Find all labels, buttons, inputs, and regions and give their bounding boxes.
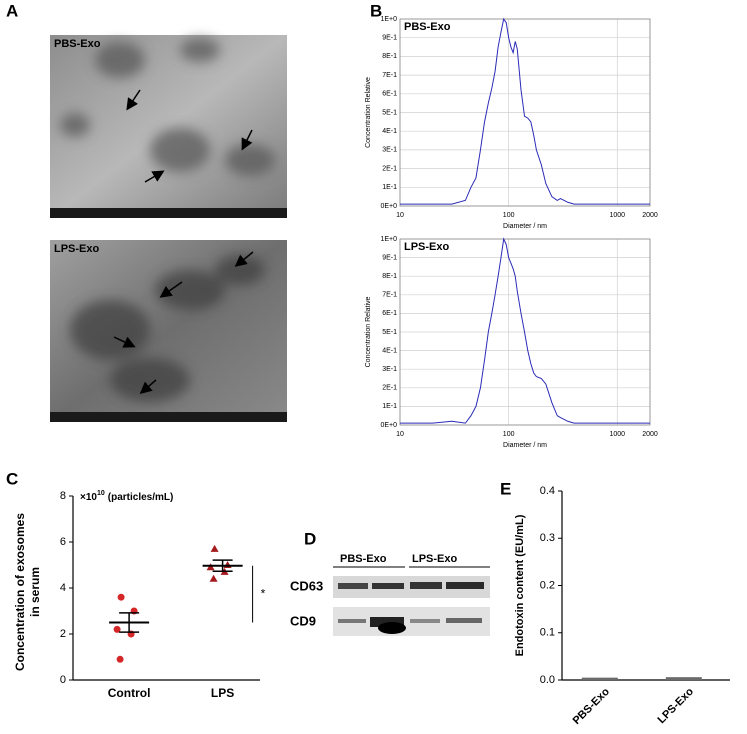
panel-letter: E (500, 479, 511, 498)
chart-label: PBS-Exo (404, 21, 451, 33)
plot-frame (399, 238, 651, 426)
x-tick-label: Control (108, 686, 151, 700)
error-bar (119, 612, 140, 633)
x-tick-label: 100 (503, 212, 515, 219)
y-tick-label: 9E-1 (382, 35, 397, 42)
x-tick-label: 1000 (610, 212, 626, 219)
x-tick-label: LPS (211, 686, 234, 700)
y-axis-label: Concentration Relative (365, 77, 372, 148)
y-tick-label: 8 (60, 490, 66, 502)
y-axis-label: Concentration of exosomes (13, 513, 27, 671)
image-label: LPS-Exo (54, 243, 100, 255)
data-line (400, 17, 650, 205)
y-tick-label: 5E-1 (382, 109, 397, 116)
y-tick-label: 3E-1 (382, 147, 397, 154)
y-tick-label: 6E-1 (382, 91, 397, 98)
y-tick-label: 8E-1 (382, 53, 397, 60)
y-tick-label: 7E-1 (382, 292, 397, 299)
y-tick-label: 4E-1 (382, 128, 397, 135)
blot-group-label: PBS-Exo (340, 553, 387, 565)
y-tick-label: 6 (60, 536, 66, 548)
data-point (210, 544, 219, 552)
data-point (206, 563, 215, 571)
y-tick-label: 0E+0 (380, 203, 397, 210)
data-point (209, 574, 218, 582)
panel-letter: A (6, 1, 18, 20)
significance-label: * (261, 586, 266, 600)
y-tick-label: 8E-1 (382, 273, 397, 280)
y-tick-label: 4 (60, 582, 66, 594)
tem-image: PBS-Exo (50, 35, 287, 218)
data-point (113, 625, 121, 633)
y-axis-label: Concentration Relative (365, 296, 372, 367)
data-point (116, 655, 124, 663)
y-tick-label: 2E-1 (382, 165, 397, 172)
x-tick-label: 2000 (642, 431, 658, 438)
y-tick-label: 0.3 (540, 532, 555, 544)
y-axis-label: in serum (28, 567, 42, 617)
y-tick-label: 6E-1 (382, 310, 397, 317)
panel-letter: B (370, 1, 382, 20)
y-tick-label: 3E-1 (382, 366, 397, 373)
unit-exponent: 10 (97, 490, 105, 497)
y-tick-label: 0 (60, 674, 66, 686)
bar (665, 677, 702, 680)
data-point (223, 561, 232, 568)
blot-group-label: LPS-Exo (412, 553, 458, 565)
x-tick-label: 2000 (642, 212, 658, 219)
y-tick-label: 0.1 (540, 627, 555, 639)
panel-letter: C (6, 469, 18, 488)
y-tick-label: 0.2 (540, 579, 555, 591)
x-tick-label: 10 (396, 212, 404, 219)
blot-row-label: CD9 (290, 613, 316, 628)
y-tick-label: 1E+0 (380, 236, 397, 243)
y-tick-label: 4E-1 (382, 347, 397, 354)
data-line (400, 237, 650, 424)
unit-text: (particles/mL) (108, 492, 174, 503)
western-blot: PBS-Exo LPS-Exo CD63 CD9 (290, 553, 490, 636)
unit-label: ×1010 (particles/mL) (80, 490, 173, 503)
plot-frame (399, 18, 651, 207)
x-axis-label: Diameter / nm (503, 223, 547, 230)
y-tick-label: 0.4 (540, 485, 555, 497)
y-tick-label: 9E-1 (382, 254, 397, 261)
y-tick-label: 5E-1 (382, 329, 397, 336)
bar (581, 677, 618, 680)
x-tick-label: 1000 (610, 431, 626, 438)
x-tick-label: PBS-Exo (571, 686, 613, 728)
y-tick-label: 7E-1 (382, 72, 397, 79)
x-tick-label: 100 (503, 431, 515, 438)
data-point (117, 593, 125, 601)
x-tick-label: 10 (396, 431, 404, 438)
blot-row-label: CD63 (290, 578, 323, 593)
y-tick-label: 1E+0 (380, 16, 397, 23)
panel-letter: D (304, 529, 316, 548)
y-tick-label: 1E-1 (382, 403, 397, 410)
y-tick-label: 1E-1 (382, 184, 397, 191)
error-bar (212, 559, 233, 572)
tem-image: LPS-Exo (50, 240, 287, 422)
unit-multiplier: ×10 (80, 492, 97, 503)
x-tick-label: LPS-Exo (656, 685, 697, 726)
y-tick-label: 2E-1 (382, 385, 397, 392)
x-axis-label: Diameter / nm (503, 442, 547, 449)
y-axis-label: Endotoxin content (EU/mL) (514, 514, 526, 656)
chart-label: LPS-Exo (404, 241, 450, 253)
y-tick-label: 0.0 (540, 674, 555, 686)
y-tick-label: 2 (60, 628, 66, 640)
y-tick-label: 0E+0 (380, 422, 397, 429)
image-label: PBS-Exo (54, 38, 101, 50)
